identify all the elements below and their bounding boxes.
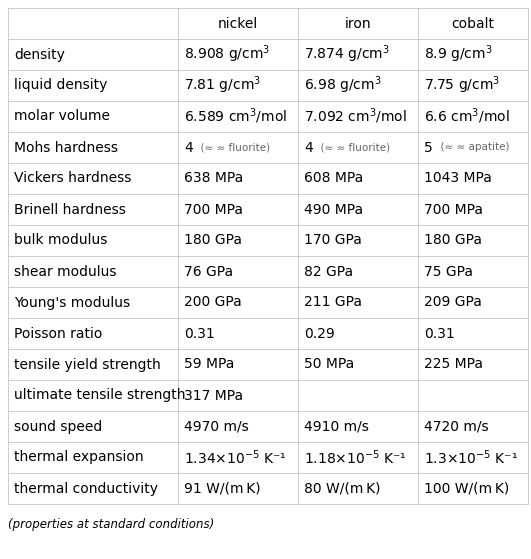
Text: 490 MPa: 490 MPa <box>304 202 363 216</box>
Text: 211 GPa: 211 GPa <box>304 296 362 310</box>
Text: 1043 MPa: 1043 MPa <box>424 172 492 186</box>
Text: 608 MPa: 608 MPa <box>304 172 363 186</box>
Text: Poisson ratio: Poisson ratio <box>14 326 102 340</box>
Text: 180 GPa: 180 GPa <box>184 234 242 248</box>
Text: 4720 m/s: 4720 m/s <box>424 419 489 433</box>
Text: (≈ ≈ fluorite): (≈ ≈ fluorite) <box>194 143 270 153</box>
Text: Brinell hardness: Brinell hardness <box>14 202 126 216</box>
Text: 209 GPa: 209 GPa <box>424 296 482 310</box>
Text: 7.092 cm$^{3}$/mol: 7.092 cm$^{3}$/mol <box>304 107 407 126</box>
Text: 6.98 g/cm$^{3}$: 6.98 g/cm$^{3}$ <box>304 75 381 96</box>
Text: (properties at standard conditions): (properties at standard conditions) <box>8 518 214 531</box>
Text: 200 GPa: 200 GPa <box>184 296 242 310</box>
Text: 80 W/(m K): 80 W/(m K) <box>304 481 381 495</box>
Text: 4910 m/s: 4910 m/s <box>304 419 369 433</box>
Text: 59 MPa: 59 MPa <box>184 358 234 372</box>
Text: 4: 4 <box>304 140 313 154</box>
Text: 1.18×10$^{-5}$ K⁻¹: 1.18×10$^{-5}$ K⁻¹ <box>304 448 407 467</box>
Text: thermal conductivity: thermal conductivity <box>14 481 158 495</box>
Text: molar volume: molar volume <box>14 110 110 124</box>
Text: shear modulus: shear modulus <box>14 264 116 278</box>
Text: 7.874 g/cm$^{3}$: 7.874 g/cm$^{3}$ <box>304 44 390 65</box>
Text: density: density <box>14 48 65 61</box>
Text: Mohs hardness: Mohs hardness <box>14 140 118 154</box>
Text: 1.34×10$^{-5}$ K⁻¹: 1.34×10$^{-5}$ K⁻¹ <box>184 448 287 467</box>
Text: 0.31: 0.31 <box>424 326 455 340</box>
Text: 50 MPa: 50 MPa <box>304 358 354 372</box>
Text: nickel: nickel <box>218 17 258 31</box>
Text: ultimate tensile strength: ultimate tensile strength <box>14 389 185 402</box>
Text: 180 GPa: 180 GPa <box>424 234 482 248</box>
Text: 6.589 cm$^{3}$/mol: 6.589 cm$^{3}$/mol <box>184 107 287 126</box>
Text: 0.29: 0.29 <box>304 326 335 340</box>
Text: Vickers hardness: Vickers hardness <box>14 172 131 186</box>
Text: 100 W/(m K): 100 W/(m K) <box>424 481 509 495</box>
Text: 1.3×10$^{-5}$ K⁻¹: 1.3×10$^{-5}$ K⁻¹ <box>424 448 518 467</box>
Text: liquid density: liquid density <box>14 78 107 92</box>
Text: Young's modulus: Young's modulus <box>14 296 130 310</box>
Text: cobalt: cobalt <box>451 17 494 31</box>
Text: 4: 4 <box>184 140 193 154</box>
Text: 8.908 g/cm$^{3}$: 8.908 g/cm$^{3}$ <box>184 44 270 65</box>
Text: 76 GPa: 76 GPa <box>184 264 233 278</box>
Text: 638 MPa: 638 MPa <box>184 172 243 186</box>
Text: (≈ ≈ fluorite): (≈ ≈ fluorite) <box>314 143 390 153</box>
Text: 91 W/(m K): 91 W/(m K) <box>184 481 261 495</box>
Text: 700 MPa: 700 MPa <box>424 202 483 216</box>
Text: 7.81 g/cm$^{3}$: 7.81 g/cm$^{3}$ <box>184 75 261 96</box>
Text: 75 GPa: 75 GPa <box>424 264 473 278</box>
Text: 5: 5 <box>424 140 433 154</box>
Text: iron: iron <box>345 17 371 31</box>
Text: 170 GPa: 170 GPa <box>304 234 362 248</box>
Text: thermal expansion: thermal expansion <box>14 451 143 465</box>
Text: 6.6 cm$^{3}$/mol: 6.6 cm$^{3}$/mol <box>424 107 510 126</box>
Text: 225 MPa: 225 MPa <box>424 358 483 372</box>
Text: 4970 m/s: 4970 m/s <box>184 419 249 433</box>
Text: 8.9 g/cm$^{3}$: 8.9 g/cm$^{3}$ <box>424 44 493 65</box>
Text: 317 MPa: 317 MPa <box>184 389 243 402</box>
Text: 7.75 g/cm$^{3}$: 7.75 g/cm$^{3}$ <box>424 75 500 96</box>
Text: (≈ ≈ apatite): (≈ ≈ apatite) <box>434 143 510 153</box>
Text: 700 MPa: 700 MPa <box>184 202 243 216</box>
Text: 82 GPa: 82 GPa <box>304 264 353 278</box>
Text: tensile yield strength: tensile yield strength <box>14 358 161 372</box>
Text: sound speed: sound speed <box>14 419 102 433</box>
Text: bulk modulus: bulk modulus <box>14 234 107 248</box>
Text: 0.31: 0.31 <box>184 326 215 340</box>
